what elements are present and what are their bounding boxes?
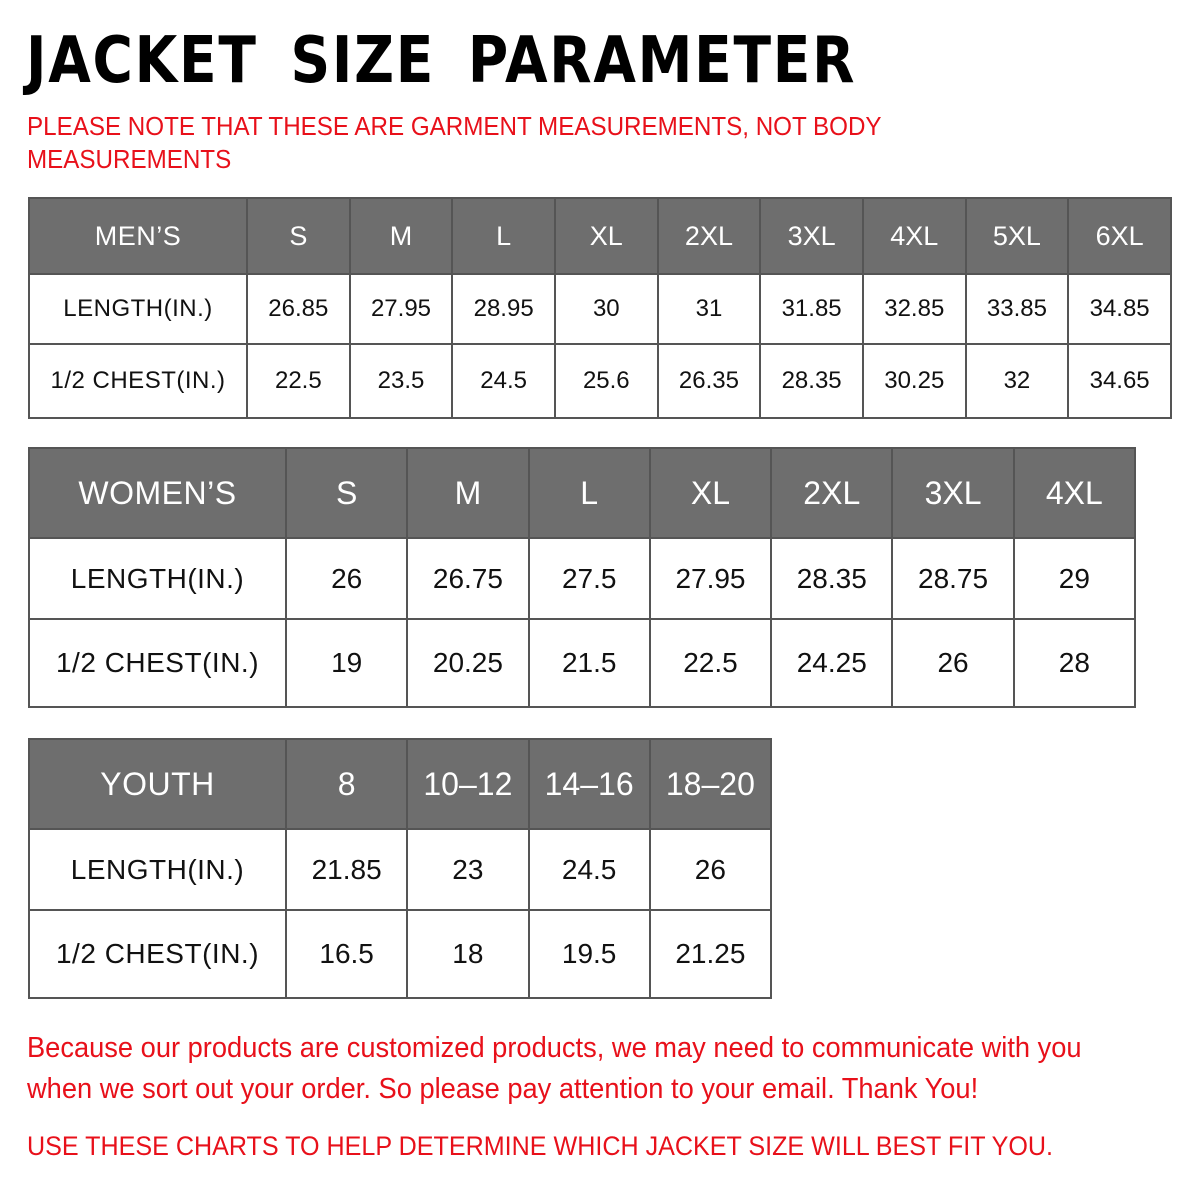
row-label: 1/2 CHEST(IN.) <box>28 343 248 419</box>
youth-size-table: YOUTH 8 10–12 14–16 18–20 LENGTH(IN.) 21.85 23 2… <box>28 738 773 999</box>
measurement-cell: 32 <box>964 343 1070 419</box>
measurement-cell: 21.85 <box>284 828 409 911</box>
table-category-label: MEN’S <box>28 197 248 275</box>
women-size-table: WOMEN’S S M L XL 2XL 3XL 4XL LENGTH(IN.) 26 26.75 2… <box>28 447 1137 708</box>
table-row: 1/2 CHEST(IN.) 19 20.25 21.5 22.5 24.25 26 28 <box>28 618 1137 708</box>
size-header-cell: 5XL <box>964 197 1070 275</box>
size-header-cell: 4XL <box>1012 447 1137 539</box>
measurement-cell: 31 <box>656 273 762 345</box>
size-header-cell: 10–12 <box>406 738 530 830</box>
measurement-cell: 20.25 <box>406 618 530 708</box>
table-category-label: WOMEN’S <box>28 447 287 539</box>
measurement-cell: 30 <box>553 273 659 345</box>
size-header-cell: 3XL <box>759 197 864 275</box>
table-category-label: YOUTH <box>28 738 287 830</box>
size-header-cell: 8 <box>284 738 409 830</box>
size-header-cell: 2XL <box>656 197 762 275</box>
table-row: LENGTH(IN.) 21.85 23 24.5 26 <box>28 828 773 911</box>
row-label: 1/2 CHEST(IN.) <box>28 909 287 999</box>
page-title: JACKET SIZE PARAMETER <box>26 24 857 98</box>
measurement-cell: 23 <box>406 828 530 911</box>
measurement-cell: 32.85 <box>861 273 967 345</box>
size-header-cell: 4XL <box>861 197 967 275</box>
row-label: LENGTH(IN.) <box>28 537 287 620</box>
size-tip: USE THESE CHARTS TO HELP DETERMINE WHICH… <box>27 1131 1054 1161</box>
measurement-cell: 34.85 <box>1067 273 1172 345</box>
measurement-cell: 27.95 <box>348 273 454 345</box>
header-row: YOUTH 8 10–12 14–16 18–20 <box>28 738 773 830</box>
measurement-cell: 28.35 <box>770 537 894 620</box>
header-row: MEN’S S M L XL 2XL 3XL 4XL 5XL 6XL <box>28 197 1172 275</box>
measurement-cell: 21.25 <box>648 909 773 999</box>
row-label: LENGTH(IN.) <box>28 828 287 911</box>
measurement-cell: 31.85 <box>759 273 864 345</box>
size-header-cell: 2XL <box>770 447 894 539</box>
size-header-cell: S <box>284 447 409 539</box>
measurement-note: PLEASE NOTE THAT THESE ARE GARMENT MEASU… <box>27 111 882 174</box>
measurement-cell: 22.5 <box>246 343 351 419</box>
measurement-cell: 22.5 <box>648 618 773 708</box>
size-header-cell: 3XL <box>891 447 1015 539</box>
measurement-cell: 27.5 <box>527 537 651 620</box>
measurement-cell: 21.5 <box>527 618 651 708</box>
size-header-cell: L <box>527 447 651 539</box>
measurement-cell: 26.75 <box>406 537 530 620</box>
measurement-cell: 30.25 <box>861 343 967 419</box>
table-row: 1/2 CHEST(IN.) 22.5 23.5 24.5 25.6 26.35 28.35… <box>28 343 1172 419</box>
measurement-cell: 34.65 <box>1067 343 1172 419</box>
measurement-cell: 24.5 <box>527 828 651 911</box>
measurement-cell: 25.6 <box>553 343 659 419</box>
measurement-cell: 19 <box>284 618 409 708</box>
row-label: LENGTH(IN.) <box>28 273 248 345</box>
measurement-cell: 24.25 <box>770 618 894 708</box>
measurement-cell: 18 <box>406 909 530 999</box>
table-row: LENGTH(IN.) 26.85 27.95 28.95 30 31 31.85 32.85… <box>28 273 1172 345</box>
size-header-cell: 18–20 <box>648 738 773 830</box>
measurement-cell: 28 <box>1012 618 1137 708</box>
size-header-cell: M <box>348 197 454 275</box>
size-header-cell: XL <box>553 197 659 275</box>
measurement-cell: 24.5 <box>451 343 556 419</box>
measurement-cell: 26.35 <box>656 343 762 419</box>
size-header-cell: 14–16 <box>527 738 651 830</box>
measurement-cell: 28.35 <box>759 343 864 419</box>
customization-message: Because our products are customized prod… <box>27 1032 1082 1105</box>
measurement-cell: 26 <box>891 618 1015 708</box>
measurement-cell: 26.85 <box>246 273 351 345</box>
men-size-table: MEN’S S M L XL 2XL 3XL 4XL 5XL 6XL LENGTH(IN.) 26.8… <box>28 197 1172 419</box>
size-header-cell: M <box>406 447 530 539</box>
measurement-cell: 26 <box>284 537 409 620</box>
size-header-cell: 6XL <box>1067 197 1172 275</box>
size-header-cell: S <box>246 197 351 275</box>
table-row: LENGTH(IN.) 26 26.75 27.5 27.95 28.35 28.75 29 <box>28 537 1137 620</box>
measurement-cell: 28.75 <box>891 537 1015 620</box>
measurement-cell: 23.5 <box>348 343 454 419</box>
measurement-cell: 26 <box>648 828 773 911</box>
measurement-cell: 28.95 <box>451 273 556 345</box>
measurement-cell: 27.95 <box>648 537 773 620</box>
measurement-cell: 29 <box>1012 537 1137 620</box>
table-row: 1/2 CHEST(IN.) 16.5 18 19.5 21.25 <box>28 909 773 999</box>
size-header-cell: L <box>451 197 556 275</box>
size-header-cell: XL <box>648 447 773 539</box>
measurement-cell: 16.5 <box>284 909 409 999</box>
header-row: WOMEN’S S M L XL 2XL 3XL 4XL <box>28 447 1137 539</box>
measurement-cell: 33.85 <box>964 273 1070 345</box>
measurement-cell: 19.5 <box>527 909 651 999</box>
row-label: 1/2 CHEST(IN.) <box>28 618 287 708</box>
